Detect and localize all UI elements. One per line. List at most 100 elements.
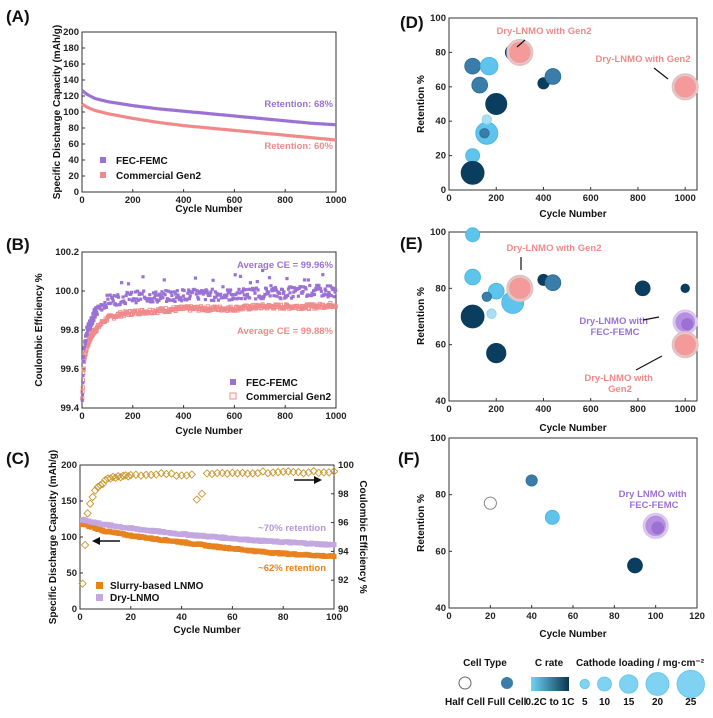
legend-half-cell-marker — [458, 676, 472, 690]
data-point — [288, 291, 292, 295]
data-point — [271, 306, 277, 311]
data-point — [285, 277, 289, 281]
y-tick-label: 0 — [72, 604, 77, 615]
data-point — [318, 287, 323, 291]
panel-d-frame — [448, 17, 698, 191]
data-point — [209, 290, 213, 294]
data-point — [331, 286, 336, 290]
legend-loading-bubble — [579, 678, 590, 690]
data-point — [203, 298, 207, 302]
ce-point — [284, 467, 293, 476]
data-point — [126, 291, 130, 295]
data-point — [266, 292, 270, 296]
data-point — [114, 303, 118, 307]
data-point — [124, 293, 128, 298]
panel-a-chart: (A) 0 200 400 600 800 1000 0 20 40 60 80 100 120 140 1… — [6, 7, 347, 215]
data-point — [104, 305, 108, 309]
y-tick-label: 20 — [435, 151, 446, 162]
ce-point — [177, 471, 186, 480]
data-point — [91, 316, 95, 320]
data-point — [227, 298, 231, 302]
data-point — [259, 295, 263, 299]
data-point — [329, 294, 333, 298]
ce-point — [98, 479, 108, 489]
data-point — [208, 293, 212, 297]
data-point — [190, 290, 195, 294]
data-point — [254, 297, 258, 301]
x-tick-label: 0 — [446, 611, 451, 622]
data-point — [186, 291, 190, 295]
bubble-point — [508, 276, 532, 300]
data-point — [248, 281, 252, 285]
data-point — [160, 290, 164, 294]
panel-f-annotation-1: Dry LNMO with FEC-FEMC — [619, 489, 690, 511]
x-tick-label: 60 — [568, 611, 579, 622]
data-point — [169, 290, 173, 294]
data-point — [148, 293, 152, 297]
bubble-point — [460, 160, 485, 185]
x-tick-label: 200 — [125, 411, 141, 422]
panel-b-label: (B) — [6, 235, 30, 254]
y-tick-label: 0 — [441, 185, 446, 196]
legend-loading-bubble — [619, 674, 639, 694]
data-point — [177, 295, 181, 299]
series-line — [81, 102, 337, 142]
data-point — [179, 296, 183, 300]
data-point — [120, 281, 124, 285]
panel-e-arrow-2 — [642, 316, 660, 321]
panel-a-legend-swatch-1 — [100, 157, 106, 163]
data-point — [286, 293, 290, 297]
data-point — [272, 294, 276, 298]
ce-point — [248, 469, 257, 478]
data-point — [140, 292, 144, 296]
data-point — [147, 297, 151, 301]
ce-point — [131, 470, 141, 479]
data-point — [332, 295, 336, 299]
data-point — [224, 295, 228, 300]
y-tick-label: 99.4 — [61, 403, 80, 414]
data-point — [166, 289, 170, 293]
legend-loading-bubble — [676, 669, 705, 699]
data-point — [188, 294, 192, 298]
panel-c-right-arrow-head — [314, 476, 322, 484]
ce-point — [83, 509, 92, 518]
data-point — [229, 293, 233, 297]
y-tick-label: 100 — [430, 227, 446, 238]
data-point — [290, 286, 294, 290]
data-point — [104, 303, 108, 307]
data-point — [270, 289, 275, 293]
data-point — [277, 291, 281, 295]
panel-e-annotation-2-line: FEC-FEMC — [590, 327, 639, 338]
panel-e-annotation-3: Dry-LNMO with Gen2 — [584, 373, 655, 395]
x-tick-label: 1000 — [325, 411, 346, 422]
data-point — [267, 290, 271, 294]
ce-point — [228, 468, 237, 478]
data-point — [306, 278, 310, 282]
bubble-point — [634, 280, 651, 297]
x-tick-label: 0 — [77, 612, 82, 623]
data-point — [174, 292, 178, 296]
panel-e-arrow-3 — [635, 355, 663, 371]
data-point — [205, 304, 210, 309]
y-tick-label: 60 — [435, 82, 446, 93]
data-point — [196, 295, 200, 299]
data-point — [82, 345, 87, 349]
data-point — [229, 288, 233, 292]
data-point — [80, 393, 85, 397]
ce-point — [192, 495, 202, 504]
data-point — [275, 294, 279, 298]
data-point — [106, 297, 110, 301]
data-point — [118, 302, 122, 306]
data-point — [129, 290, 134, 294]
panel-b-annotation-2: Average CE = 99.88% — [237, 326, 334, 337]
panel-c-legend-swatch-2 — [96, 594, 103, 601]
panel-c-legend-1: Slurry-based LNMO — [110, 581, 204, 592]
x-tick-label: 800 — [630, 193, 646, 204]
data-point — [82, 355, 86, 359]
data-point — [328, 284, 332, 288]
data-point — [195, 289, 199, 293]
panel-d-arrow-2 — [653, 67, 669, 80]
data-point — [165, 297, 169, 301]
data-point — [282, 290, 286, 294]
x-tick-label: 400 — [536, 193, 552, 204]
